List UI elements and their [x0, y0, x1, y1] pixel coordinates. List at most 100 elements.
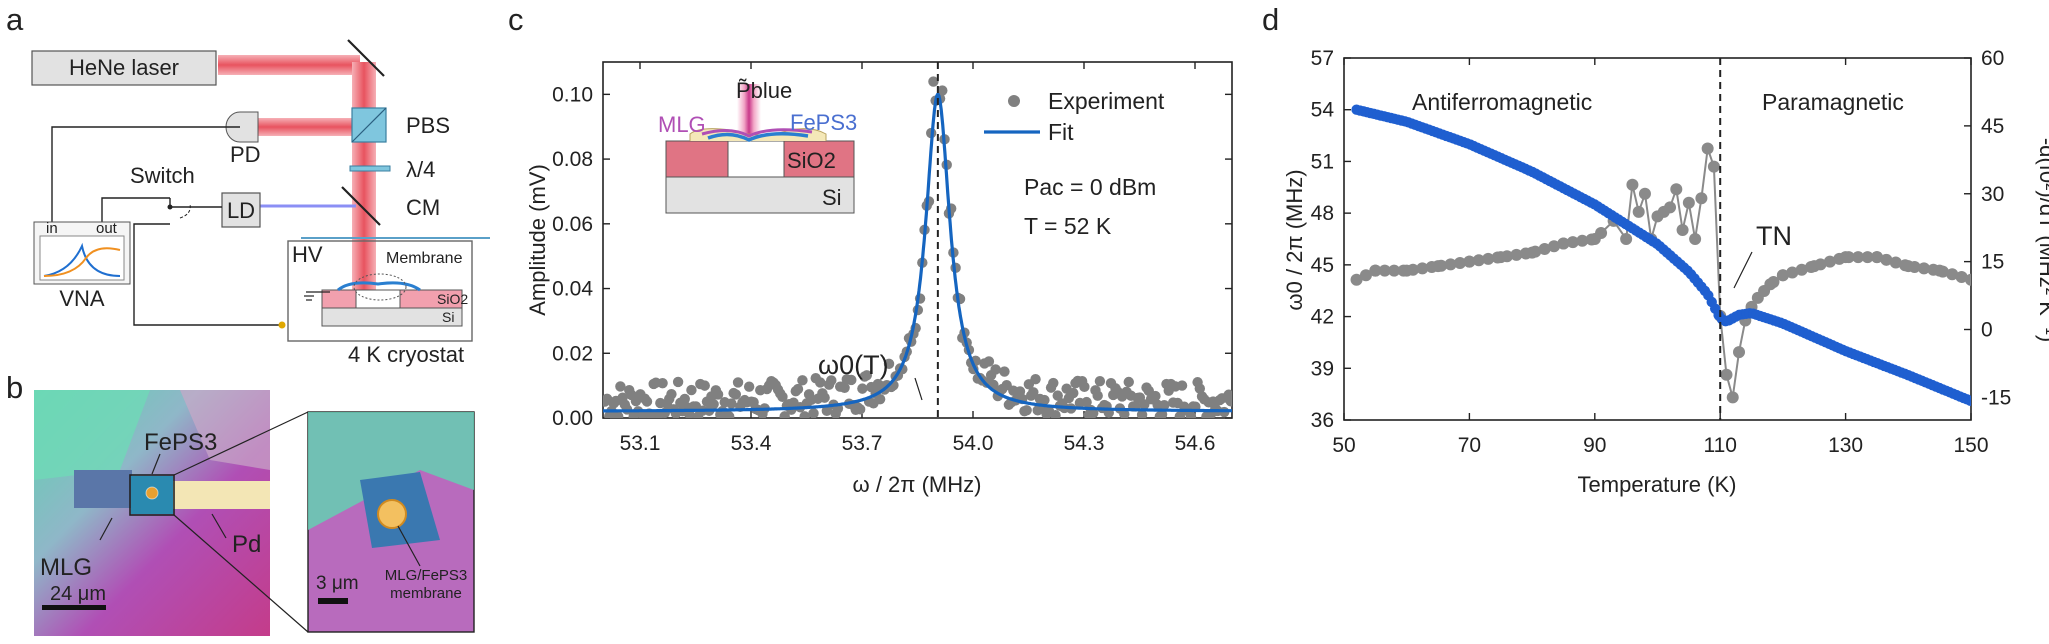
plot-c-point — [1081, 396, 1092, 408]
plot-c-xtick-label: 54.0 — [953, 432, 994, 455]
cavity — [355, 289, 401, 309]
mlg-label-b: MLG — [40, 554, 92, 581]
plot-d-derivative-point — [1638, 187, 1651, 200]
plot-c-point — [846, 374, 857, 386]
plot-d-derivative-point — [1676, 223, 1689, 236]
plot-d-ytick-right-label: -15 — [1981, 386, 2011, 409]
plot-d-xtick-label: 150 — [1953, 434, 1988, 457]
plot-d-derivative-point — [1695, 192, 1708, 205]
plot-d-derivative-point — [1388, 264, 1401, 277]
scale-bar-inset — [318, 598, 348, 604]
cryostat-box — [287, 240, 473, 342]
plot-d-derivative-point — [1795, 263, 1808, 276]
plot-d-derivative-point — [1861, 251, 1874, 264]
region-afm: Antiferromagnetic — [1412, 89, 1592, 115]
inset-si-label: Si — [822, 185, 842, 210]
sio2-label: SiO2 — [437, 291, 468, 307]
plot-c-point — [826, 375, 837, 386]
zoom-line-top — [173, 411, 309, 476]
vna-label: VNA — [59, 286, 105, 311]
pbs-diagonal — [351, 107, 387, 143]
inset-label-line1: MLG/FePS3 — [385, 567, 468, 584]
plot-d-derivative-point — [1814, 258, 1827, 271]
plot-d-derivative-point — [1670, 183, 1683, 196]
plot-c-point — [928, 76, 939, 87]
plot-c-ytick-label: 0.08 — [552, 148, 593, 171]
plot-c-point — [686, 384, 697, 396]
plot-d-derivative-point — [1359, 269, 1372, 282]
plot-c-xtick-label: 53.7 — [842, 432, 883, 455]
plot-d-derivative-point — [1632, 205, 1645, 218]
contact-node — [278, 321, 286, 329]
plot-d-derivative-point — [1726, 391, 1739, 404]
cryostat-label: 4 K cryostat — [348, 342, 464, 367]
plot-d-derivative-point — [1444, 258, 1457, 271]
vna-trace-orange — [43, 247, 121, 277]
pd-label-b: Pd — [232, 531, 261, 558]
ld-box — [221, 192, 261, 228]
plot-c-point — [861, 370, 873, 381]
plot-d-derivative-point — [1707, 160, 1720, 173]
plot-d-ytick-left-label: 54 — [1311, 99, 1335, 122]
plot-d-derivative-point — [1378, 264, 1391, 277]
plot-c-point — [1052, 390, 1063, 401]
plot-d-ytick-right-label: 0 — [1981, 319, 1993, 342]
cold-mirror — [341, 186, 381, 226]
plot-d-ytick-left-label: 57 — [1311, 47, 1334, 70]
transition-label: TN — [1756, 221, 1792, 251]
plot-d-xtick-label: 70 — [1458, 434, 1481, 457]
plot-d-derivative-point — [1917, 262, 1930, 275]
transition-pointer — [1733, 251, 1753, 289]
switch-node — [167, 204, 173, 210]
plot-d-xtick-label: 90 — [1583, 434, 1606, 457]
photodiode-shape — [225, 111, 259, 143]
plot-c-point — [1092, 390, 1103, 401]
plot-c-xtick-label: 53.1 — [620, 432, 661, 455]
inset-label-line2: membrane — [390, 585, 462, 602]
plot-d-ytick-left-label: 36 — [1311, 409, 1334, 432]
plot-c-point — [723, 411, 735, 418]
inset-pointer — [397, 525, 421, 567]
plot-d-derivative-point — [1733, 346, 1746, 359]
plot-c-point — [1185, 411, 1197, 418]
plot-c-ytick-label: 0.00 — [552, 407, 593, 430]
plot-c-ytick-label: 0.02 — [552, 342, 593, 365]
plot-c-point — [874, 393, 886, 405]
plot-d-ylabel-left: ω0 / 2π (MHz) — [1282, 169, 1307, 310]
plot-c-point — [999, 366, 1010, 377]
plot-d-ytick-left-label: 51 — [1311, 150, 1334, 173]
plot-c-point — [1050, 409, 1061, 418]
plot-d-ylabel-right: -d(f0²)/dT (MHz² K⁻¹) — [2035, 138, 2049, 342]
plot-c-point — [730, 389, 742, 400]
plot-c-point — [1194, 383, 1206, 394]
plot-d-derivative-point — [1350, 273, 1363, 286]
plot-c-point — [1159, 400, 1170, 411]
plot-d-derivative-point — [1435, 259, 1448, 272]
plot-d-derivative-point — [1805, 261, 1818, 274]
plot-c-point — [1021, 405, 1032, 416]
plot-d-ytick-right-label: 60 — [1981, 47, 2004, 70]
plot-d-derivative-point — [1758, 285, 1771, 298]
feps3-pointer — [151, 453, 161, 475]
plot-c-point — [1068, 387, 1079, 399]
plot-c-point — [708, 399, 719, 410]
plot-d-derivative-point — [1416, 262, 1429, 275]
plot-d-derivative-point — [1682, 196, 1695, 209]
plot-c-point — [672, 376, 684, 388]
plot-d-ytick-left-label: 48 — [1311, 202, 1334, 225]
quarter-wave-label: λ/4 — [406, 157, 435, 182]
plot-d-derivative-point — [1406, 263, 1419, 276]
plot-d-derivative-point — [1453, 256, 1466, 269]
mlg-pointer — [99, 517, 113, 541]
pd-label: PD — [230, 142, 261, 167]
plot-d-derivative-point — [1842, 251, 1855, 264]
plot-d-derivative-point — [1955, 271, 1968, 284]
plot-c-xlabel: ω / 2π (MHz) — [853, 472, 982, 497]
resonance-label: ω0(T) — [818, 350, 889, 380]
inset-si — [665, 176, 855, 214]
panel-b-letter: b — [6, 370, 23, 405]
cm-label: CM — [406, 195, 440, 220]
plot-d-derivative-point — [1566, 236, 1579, 249]
vna-trace-blue — [43, 242, 121, 277]
laser-beam-vertical — [352, 62, 376, 317]
